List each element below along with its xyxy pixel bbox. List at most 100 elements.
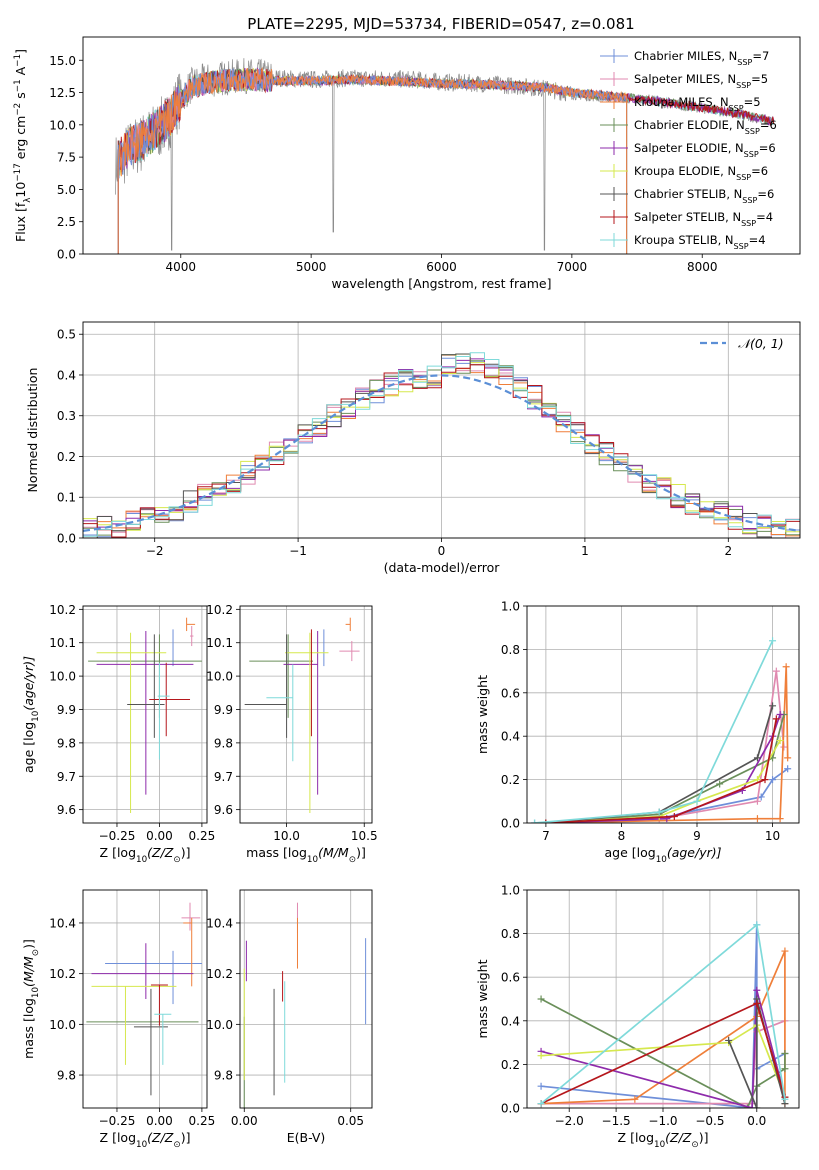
y-axis-label: Normed distribution	[25, 368, 40, 493]
weight-marker	[784, 765, 792, 773]
y-tick-label: 7.5	[57, 151, 76, 165]
x-axis-label: E(B-V)	[287, 1130, 326, 1145]
data-point-1	[190, 626, 194, 647]
y-tick-label: 10.1	[49, 636, 76, 650]
data-point-6	[244, 634, 288, 738]
x-tick-label: 8000	[687, 260, 718, 274]
y-tick-label: 0.0	[501, 1102, 520, 1116]
legend-label: Chabrier MILES, NSSP=7	[634, 49, 769, 67]
x-axis-label: wavelength [Angstrom, rest frame]	[331, 276, 551, 291]
x-tick-label: 6000	[426, 260, 457, 274]
y-tick-label: 0.2	[501, 773, 520, 787]
mass-vs-ebv-plot: 0.00 0.05 9.8 10.0 10.2 10.4 E(B-V)	[206, 889, 373, 1145]
model-spectrum-0	[117, 68, 628, 254]
normal-curve	[83, 374, 800, 532]
weight-marker	[781, 1050, 789, 1057]
y-tick-label: 0.0	[57, 248, 76, 262]
plot-area	[86, 902, 202, 1096]
weight-marker	[743, 1104, 751, 1108]
weight-marker	[776, 815, 784, 823]
axes-frame	[526, 605, 800, 824]
model-spectrum-1	[117, 68, 628, 254]
y-tick-label: 10.4	[49, 916, 76, 930]
residual-histogram: −2 −1 0 1 2 0.0 0.1 0.2 0.3 0.4 0.5 𝒩(0, 1) (data-mo…	[25, 321, 801, 575]
weight-marker	[725, 1036, 733, 1044]
weight-series-8	[537, 921, 789, 1108]
y-axis-label: Flux [fλ10−17 erg cm−2 s−1 A−1]	[13, 49, 33, 242]
tick-labels: 0.00 0.05 9.8 10.0 10.2 10.4	[206, 916, 364, 1128]
weight-series-6	[542, 702, 777, 823]
y-axis-label: mass weight	[475, 675, 490, 754]
legend: Chabrier MILES, NSSP=7 Salpeter MILES, NS…	[600, 49, 777, 251]
weight-marker	[531, 819, 539, 823]
weight-marker	[772, 715, 780, 723]
legend-label: Salpeter MILES, NSSP=5	[634, 72, 768, 90]
tick-labels: −0.25 0.00 0.25 9.6 9.7 9.8 9.9 10.0 10.1 10.2	[49, 603, 215, 843]
x-tick-label: 10.5	[351, 829, 378, 843]
legend-entry: Chabrier STELIB, NSSP=6	[600, 187, 774, 205]
data-point-7	[149, 662, 191, 737]
legend-entry: Salpeter STELIB, NSSP=4	[600, 210, 773, 228]
x-tick-label: 9	[693, 829, 701, 843]
x-axis-label: Z [log10(Z/Z⊙)]	[100, 1130, 191, 1150]
x-tick-label: −1.5	[602, 1114, 631, 1128]
data-point-5	[91, 985, 177, 1065]
y-tick-label: 10.2	[206, 603, 233, 617]
x-tick-label: −1.0	[648, 1114, 677, 1128]
data-point-7	[150, 984, 168, 1026]
plot-area	[115, 58, 775, 254]
weight-marker	[716, 780, 724, 788]
axes-frame	[82, 321, 801, 539]
axes-frame	[239, 605, 373, 824]
legend-label: 𝒩(0, 1)	[738, 336, 784, 351]
x-tick-label: −0.25	[99, 829, 136, 843]
data-point-4	[283, 631, 319, 795]
y-tick-label: 9.7	[214, 770, 233, 784]
data-point-5	[96, 632, 167, 813]
tick-labels: −2 −1 0 1 2 0.0 0.1 0.2 0.3 0.4 0.5	[57, 328, 732, 558]
y-axis-label: mass [log10(M/M⊙)]	[21, 939, 41, 1059]
data-point-3	[249, 634, 313, 718]
weight-marker	[781, 1095, 789, 1103]
x-tick-label: −2	[146, 544, 164, 558]
legend-entry: Salpeter ELODIE, NSSP=6	[600, 141, 776, 159]
x-axis-label: mass [log10(M/M⊙)]	[246, 845, 366, 865]
legend-label: Salpeter ELODIE, NSSP=6	[634, 141, 776, 159]
y-tick-label: 0.6	[501, 686, 520, 700]
x-tick-label: 7	[542, 829, 550, 843]
x-tick-label: −2.0	[555, 1114, 584, 1128]
weight-series-1	[542, 667, 788, 823]
weight-line	[545, 714, 785, 823]
y-tick-label: 2.5	[57, 215, 76, 229]
y-tick-label: 10.1	[206, 636, 233, 650]
tick-labels: 10.0 10.5 9.6 9.7 9.8 9.9 10.0 10.1 10.2	[206, 603, 377, 843]
y-tick-label: 9.6	[57, 803, 76, 817]
legend-entry: Kroupa MILES, NSSP=5	[600, 95, 761, 113]
legend: 𝒩(0, 1)	[700, 336, 784, 351]
data-point-5	[285, 632, 329, 813]
weight-marker	[542, 819, 550, 823]
weight-vs-age-plot: 7 8 9 10 0.0 0.2 0.4 0.6 0.8 1.0 age [log10(age/yr…	[475, 600, 800, 865]
y-tick-label: 9.7	[57, 770, 76, 784]
data-point-8	[154, 1013, 172, 1065]
y-tick-label: 10.0	[49, 670, 76, 684]
model-spectrum-2	[117, 66, 628, 254]
data-point-2	[186, 617, 196, 632]
x-tick-label: 0.25	[189, 829, 216, 843]
model-spectrum-5	[117, 68, 628, 254]
x-tick-label: −1	[289, 544, 307, 558]
figure-title: PLATE=2295, MJD=53734, FIBERID=0547, z=0…	[247, 15, 634, 33]
y-axis-label: age [log10(age/yr)]	[21, 656, 41, 773]
legend-label: Chabrier ELODIE, NSSP=6	[634, 118, 777, 136]
y-tick-label: 0.3	[57, 409, 76, 423]
model-spectrum-6	[117, 68, 628, 254]
legend-entry: Salpeter MILES, NSSP=5	[600, 72, 768, 90]
y-tick-label: 1.0	[501, 884, 520, 898]
y-tick-label: 0.4	[501, 730, 520, 744]
tick-labels: −0.25 0.00 0.25 9.8 10.0 10.2 10.4	[49, 916, 215, 1128]
tick-labels: −2.0 −1.5 −1.0 −0.5 0.0 0.0 0.2 0.4 0.6 0.8 1.0	[501, 884, 766, 1129]
histogram-8	[83, 352, 800, 537]
y-tick-label: 9.8	[214, 1069, 233, 1083]
y-tick-label: 0.1	[57, 491, 76, 505]
